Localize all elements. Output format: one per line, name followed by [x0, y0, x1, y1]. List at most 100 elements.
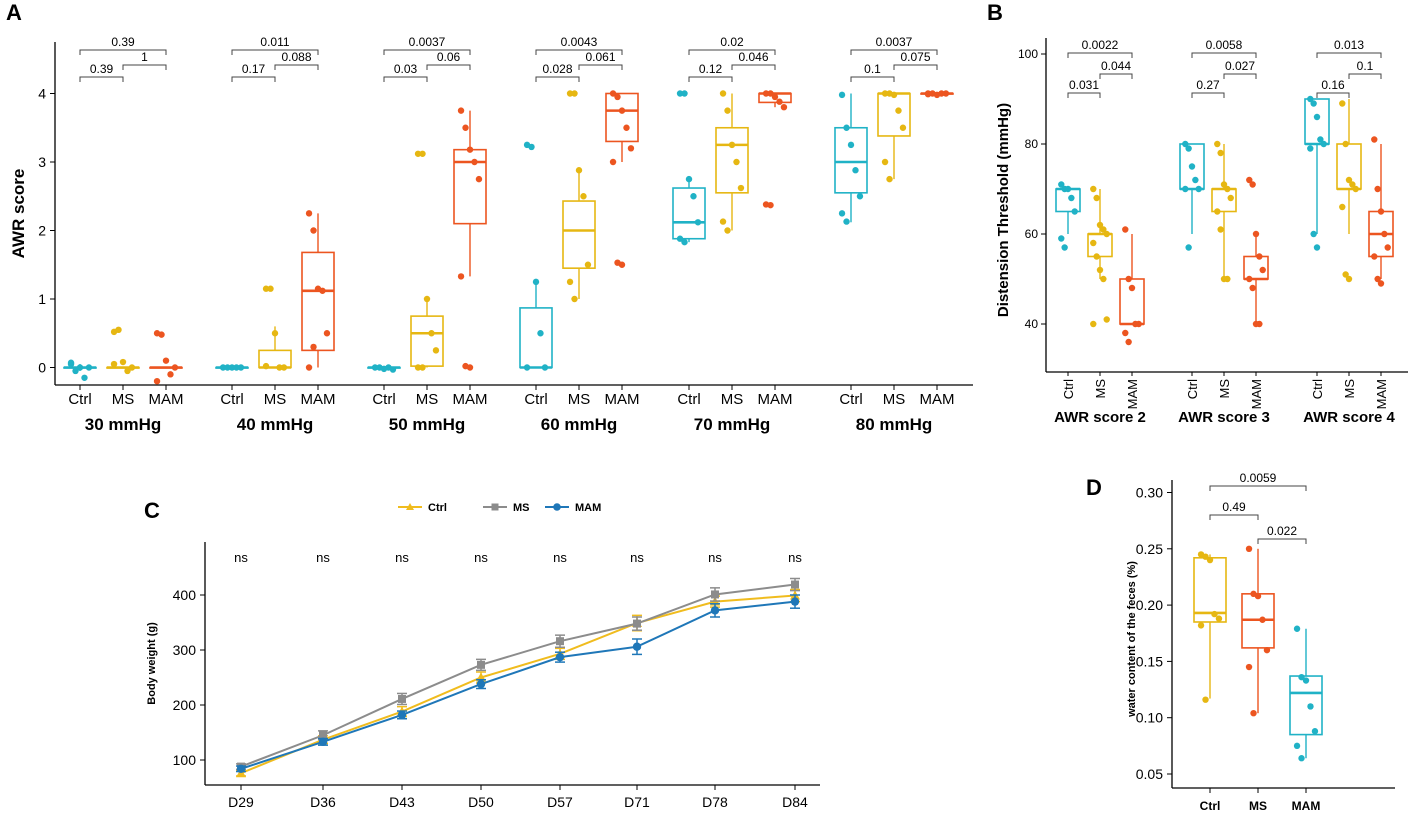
a-box-4-ctrl-point: [676, 90, 684, 97]
a-box-3-mam-point: [627, 145, 635, 152]
b-box-0-ms-point: [1100, 226, 1107, 233]
legend-label: Ctrl: [428, 502, 447, 514]
b-box-0-ms-point: [1090, 239, 1097, 247]
a-sig-4-ctrl-ms-label: 0.12: [699, 62, 723, 76]
c-marker-circle: [476, 679, 486, 689]
a-box-5-ctrl-point: [856, 193, 864, 200]
y-tick-label: 4: [38, 86, 46, 102]
b-box-2-ctrl-point: [1307, 95, 1314, 103]
group-label: 40 mmHg: [237, 415, 314, 434]
ns-label: ns: [316, 550, 330, 565]
d-box-ms-point: [1263, 646, 1271, 654]
ns-label: ns: [788, 550, 802, 565]
d-box-mam-point: [1298, 673, 1305, 681]
c-marker-circle: [555, 652, 565, 662]
b-box-0-ms-point: [1096, 221, 1104, 229]
a-box-1-ctrl: [215, 364, 249, 371]
a-box-3-ctrl-point: [523, 364, 531, 371]
a-box-1-mam-point: [305, 364, 313, 371]
b-sig-0-ms-mam-label: 0.044: [1101, 59, 1131, 73]
b-box-0-ctrl-box: [1055, 188, 1081, 213]
a-box-2-ms: [410, 150, 444, 371]
a-box-5-ms-point: [881, 158, 889, 166]
a-box-1-mam-point: [323, 330, 331, 337]
group-label: 50 mmHg: [389, 415, 466, 434]
b-box-2-ms-point: [1339, 100, 1346, 107]
panel-label-d: D: [1086, 475, 1102, 500]
a-sig-2-ms-mam-bracket: [426, 64, 471, 70]
a-box-1-ms-point: [262, 285, 270, 292]
b-box-0-ctrl: [1055, 181, 1081, 251]
a-sig-2-ms-mam-label: 0.06: [437, 50, 461, 64]
group-label-b: AWR score 4: [1303, 409, 1395, 426]
b-box-0-ctrl-point: [1068, 194, 1075, 202]
y-tick-label-c: 100: [173, 752, 197, 768]
y-tick-label-b: 80: [1025, 137, 1039, 151]
d-box-ms-point: [1259, 616, 1266, 623]
b-box-1-ctrl-point: [1188, 163, 1196, 170]
x-tick-label: Ctrl: [372, 391, 395, 408]
a-box-1-ctrl-point: [233, 364, 240, 371]
a-box-2-ctrl-point: [389, 366, 397, 373]
a-box-0-ctrl: [63, 359, 97, 381]
a-box-2-ctrl: [367, 364, 401, 373]
a-sig-2-ctrl-ms-bracket: [383, 76, 428, 82]
a-box-3-mam-point: [609, 90, 617, 97]
d-box-ctrl-point: [1215, 615, 1223, 622]
b-box-1-ctrl-point: [1192, 176, 1199, 184]
b-box-2-ctrl-point: [1307, 145, 1314, 152]
a-box-5-mam: [920, 90, 954, 99]
a-box-1-ms-point: [267, 285, 274, 292]
b-box-2-ms-point: [1345, 275, 1353, 283]
a-sig-5-ctrl-mam-bracket: [850, 49, 938, 55]
b-sig-0-ctrl-ms-bracket: [1067, 92, 1101, 98]
a-sig-0-ctrl-ms-bracket: [79, 76, 124, 82]
a-box-0-ms-point: [110, 360, 118, 368]
a-box-5-ctrl-point: [843, 124, 850, 131]
a-box-0-ctrl-point: [67, 359, 75, 366]
panel-label-a: A: [6, 0, 22, 25]
b-box-2-mam-point: [1371, 253, 1378, 260]
b-box-0-ms-point: [1103, 316, 1110, 323]
a-box-0-ctrl-point: [81, 374, 88, 381]
ns-label: ns: [234, 550, 248, 565]
b-box-0-ctrl-point: [1071, 208, 1078, 215]
x-tick-label-b: MAM: [1125, 379, 1140, 409]
x-tick-label: MAM: [605, 391, 640, 408]
d-box-mam-point: [1307, 703, 1314, 710]
a-sig-4-ms-mam-bracket: [731, 64, 776, 70]
b-box-1-ctrl: [1179, 140, 1205, 251]
x-tick-label-c: D36: [310, 794, 336, 810]
a-sig-3-ms-mam-bracket: [578, 64, 623, 70]
a-box-2-ms-point: [419, 364, 426, 371]
b-box-0-ctrl-point: [1058, 181, 1065, 188]
a-box-0-ctrl-point: [72, 367, 79, 375]
d-box-ms-point: [1245, 663, 1253, 671]
a-sig-3-ms-mam-label: 0.061: [585, 50, 615, 64]
y-axis-title-c: Body weight (g): [146, 622, 158, 705]
a-box-2-ms-point: [423, 295, 431, 303]
a-box-4-ms-point: [719, 90, 727, 97]
b-box-1-ms-point: [1220, 181, 1228, 188]
x-tick-label: Ctrl: [220, 391, 243, 408]
d-box-ctrl-point: [1206, 556, 1214, 564]
a-sig-4-ctrl-mam-bracket: [688, 49, 776, 55]
x-tick-label-d: MS: [1249, 799, 1267, 813]
b-sig-2-ctrl-ms-label: 0.16: [1321, 78, 1345, 92]
c-marker-circle: [397, 710, 407, 720]
a-sig-3-ctrl-ms-label: 0.028: [542, 62, 572, 76]
d-sig-ctrl-ms-bracket: [1209, 514, 1259, 520]
y-tick-label-b: 40: [1025, 317, 1039, 331]
a-box-5-ms-point: [895, 107, 902, 114]
a-box-4-ms-point: [724, 107, 731, 114]
a-box-4-ctrl-point: [685, 175, 693, 183]
c-marker-square: [556, 637, 564, 646]
b-box-2-ctrl-point: [1313, 244, 1321, 251]
b-box-2-mam-point: [1377, 280, 1385, 287]
b-box-2-mam-point: [1371, 136, 1378, 143]
x-tick-label: Ctrl: [524, 391, 547, 408]
a-box-1-mam-point: [319, 287, 326, 294]
a-sig-5-ms-mam-label: 0.075: [900, 50, 930, 64]
x-tick-label-c: D84: [782, 794, 808, 810]
x-tick-label: MS: [112, 391, 135, 408]
